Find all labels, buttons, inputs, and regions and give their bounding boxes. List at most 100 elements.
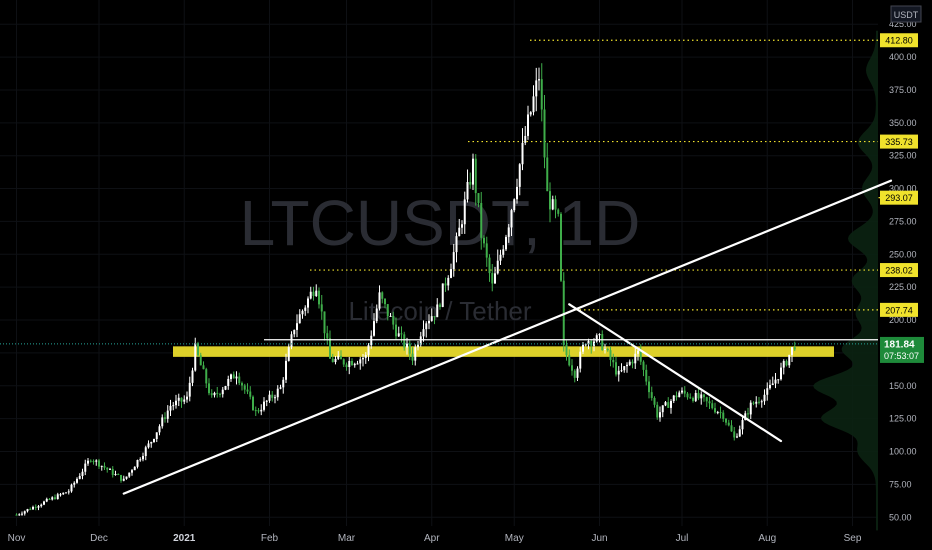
candle-body (491, 273, 494, 284)
candle-body (73, 482, 76, 485)
candle-body (232, 374, 235, 379)
y-tick-label: 400.00 (889, 52, 917, 62)
candle-body (529, 112, 532, 115)
candle-body (568, 355, 571, 366)
candle-body (67, 491, 70, 493)
candle-body (532, 96, 535, 113)
currency-badge[interactable] (890, 5, 922, 23)
candles (15, 63, 796, 516)
countdown-label: 07:53:07 (884, 351, 919, 361)
candle-body (422, 329, 425, 337)
candle-body (749, 402, 752, 415)
candle-body (524, 135, 527, 143)
candle-body (433, 316, 436, 318)
candle-body (620, 370, 623, 372)
candle-body (389, 315, 392, 317)
candle-body (631, 361, 634, 364)
candle-body (521, 142, 524, 165)
candle-body (235, 376, 238, 379)
candle-body (329, 338, 331, 359)
candle-body (606, 348, 609, 351)
candle-body (252, 396, 254, 411)
candle-body (417, 344, 419, 348)
candle-body (348, 361, 351, 368)
candle-body (249, 391, 252, 397)
candle-body (496, 260, 499, 274)
candle-body (714, 408, 716, 413)
candle-body (441, 283, 444, 307)
candle-body (287, 347, 290, 361)
candle-body (109, 468, 111, 470)
candle-body (175, 400, 177, 406)
candle-body (103, 465, 106, 468)
candle-body (117, 474, 120, 476)
candle-body (587, 341, 590, 345)
candle-body (334, 358, 337, 363)
candle-body (76, 478, 78, 483)
candle-body (362, 358, 364, 360)
candle-body (458, 227, 461, 237)
price-level-tag (880, 33, 918, 48)
x-tick-label: Apr (424, 533, 440, 544)
candle-body (452, 252, 455, 270)
candle-body (488, 257, 491, 274)
x-tick-label: Dec (90, 533, 108, 544)
candle-body (84, 463, 87, 472)
candle-body (510, 210, 513, 228)
candle-body (271, 394, 274, 398)
y-tick-label: 375.00 (889, 85, 917, 95)
candle-body (483, 237, 485, 244)
candle-body (337, 355, 340, 359)
price-axis: 50.0075.00100.00125.00150.00175.00200.00… (889, 19, 917, 522)
candle-body (224, 386, 227, 390)
candle-body (628, 361, 631, 365)
candle-body (584, 344, 587, 346)
candle-body (692, 397, 694, 401)
candle-body (571, 365, 573, 371)
candle-body (59, 494, 62, 496)
candle-body (664, 402, 667, 406)
candle-body (144, 447, 147, 457)
candle-body (81, 471, 84, 476)
candle-body (474, 158, 477, 194)
candle-body (406, 343, 408, 348)
candle-body (56, 494, 59, 500)
candle-body (538, 79, 540, 81)
candle-body (342, 359, 345, 365)
candle-body (617, 370, 620, 375)
candle-body (293, 329, 296, 335)
candle-body (711, 403, 714, 409)
candle-body (725, 418, 727, 423)
price-level-tag-label: 238.02 (885, 266, 913, 276)
candle-body (95, 460, 98, 462)
candle-body (219, 393, 221, 395)
candle-body (667, 402, 670, 408)
y-tick-label: 50.00 (889, 512, 912, 522)
candle-body (188, 382, 191, 397)
candle-body (741, 420, 744, 430)
candle-body (703, 394, 705, 398)
candle-body (513, 199, 516, 211)
price-level-tag (880, 134, 918, 149)
x-tick-label: Mar (338, 533, 356, 544)
candle-body (260, 409, 263, 412)
candle-body (323, 311, 326, 334)
price-level-tag-label: 293.07 (885, 193, 913, 203)
candle-body (469, 182, 472, 185)
candle-body (642, 361, 645, 370)
candle-body (111, 468, 114, 475)
candle-body (238, 376, 241, 384)
y-tick-label: 300.00 (889, 184, 917, 194)
candle-body (194, 343, 197, 371)
candle-body (444, 283, 447, 286)
candle-body (210, 393, 213, 396)
candle-body (716, 412, 719, 414)
candle-body (15, 514, 18, 516)
candle-body (661, 405, 664, 413)
x-tick-label: Jul (676, 533, 689, 544)
candle-body (133, 466, 136, 471)
grid (0, 0, 878, 526)
candle-body (243, 385, 246, 390)
candle-body (274, 397, 276, 399)
